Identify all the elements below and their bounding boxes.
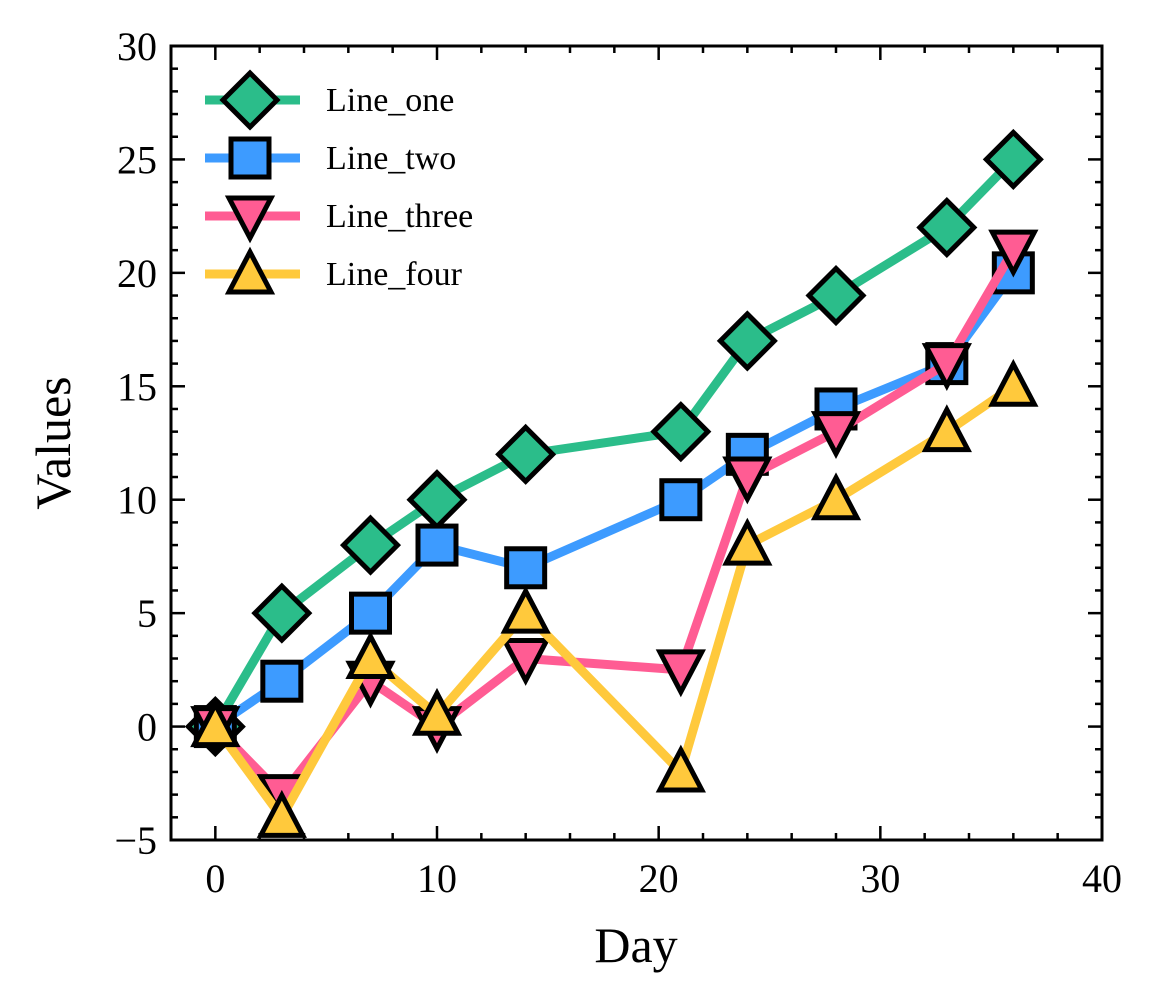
x-tick-label: 0 <box>205 856 225 901</box>
data-point <box>260 659 304 703</box>
y-tick-label: 30 <box>117 24 157 69</box>
legend-label: Line_two <box>326 140 456 177</box>
data-point <box>500 638 551 686</box>
data-point <box>251 582 313 644</box>
legend-label: Line_four <box>326 256 463 293</box>
plot-frame <box>169 44 1104 842</box>
y-tick-label: 25 <box>117 137 157 182</box>
y-tick-label: −5 <box>114 818 157 863</box>
data-point <box>339 514 402 576</box>
series-2 <box>193 251 1035 749</box>
series-4 <box>190 358 1039 838</box>
data-point <box>722 517 773 566</box>
data-point <box>921 404 972 453</box>
y-tick-label: 10 <box>117 478 157 523</box>
series-line <box>211 156 1017 729</box>
data-point <box>256 789 307 838</box>
data-point <box>810 472 862 521</box>
data-point <box>982 128 1044 190</box>
data-point <box>921 343 972 391</box>
legend: Line_one Line_two Line_three Line_four <box>205 69 473 295</box>
x-tick-label: 10 <box>417 856 457 901</box>
y-tick-label: 5 <box>137 591 157 636</box>
data-point <box>988 229 1039 278</box>
data-point <box>716 310 778 372</box>
data-point <box>345 631 396 680</box>
ticks-layer: 0 10 20 30 40 −5 0 5 10 15 20 25 30 <box>114 24 1122 901</box>
data-point <box>916 196 978 259</box>
data-point <box>349 591 392 635</box>
x-axis-label: Day <box>594 917 677 973</box>
data-point <box>190 699 241 748</box>
data-point <box>659 478 703 522</box>
data-point <box>504 546 548 590</box>
data-point <box>655 744 706 793</box>
data-point <box>655 649 706 698</box>
data-point <box>415 523 459 567</box>
data-point <box>650 401 712 463</box>
data-point <box>988 358 1039 407</box>
legend-item: Line_one <box>205 69 454 131</box>
legend-marker <box>224 195 276 244</box>
legend-label: Line_three <box>326 198 473 235</box>
series-line <box>211 382 1016 822</box>
data-point <box>495 423 557 485</box>
legend-marker <box>224 246 276 295</box>
data-point <box>722 456 773 505</box>
y-tick-label: 20 <box>117 251 157 296</box>
series-line <box>212 270 1017 731</box>
legend-item: Line_four <box>205 246 463 295</box>
data-point <box>500 585 551 634</box>
data-point <box>805 265 867 327</box>
data-point <box>810 411 862 460</box>
legend-item: Line_three <box>205 195 473 244</box>
legend-marker <box>228 136 272 180</box>
data-point <box>411 687 463 736</box>
y-tick-label: 15 <box>117 364 157 409</box>
x-tick-label: 40 <box>1082 856 1122 901</box>
legend-item: Line_two <box>205 136 456 180</box>
legend-marker <box>219 69 281 131</box>
x-tick-label: 30 <box>860 856 900 901</box>
data-point <box>406 469 468 531</box>
x-tick-label: 20 <box>639 856 679 901</box>
series-layer <box>184 128 1044 838</box>
y-tick-label: 0 <box>137 705 157 750</box>
legend-label: Line_one <box>326 82 454 119</box>
y-axis-label: Values <box>25 376 81 509</box>
